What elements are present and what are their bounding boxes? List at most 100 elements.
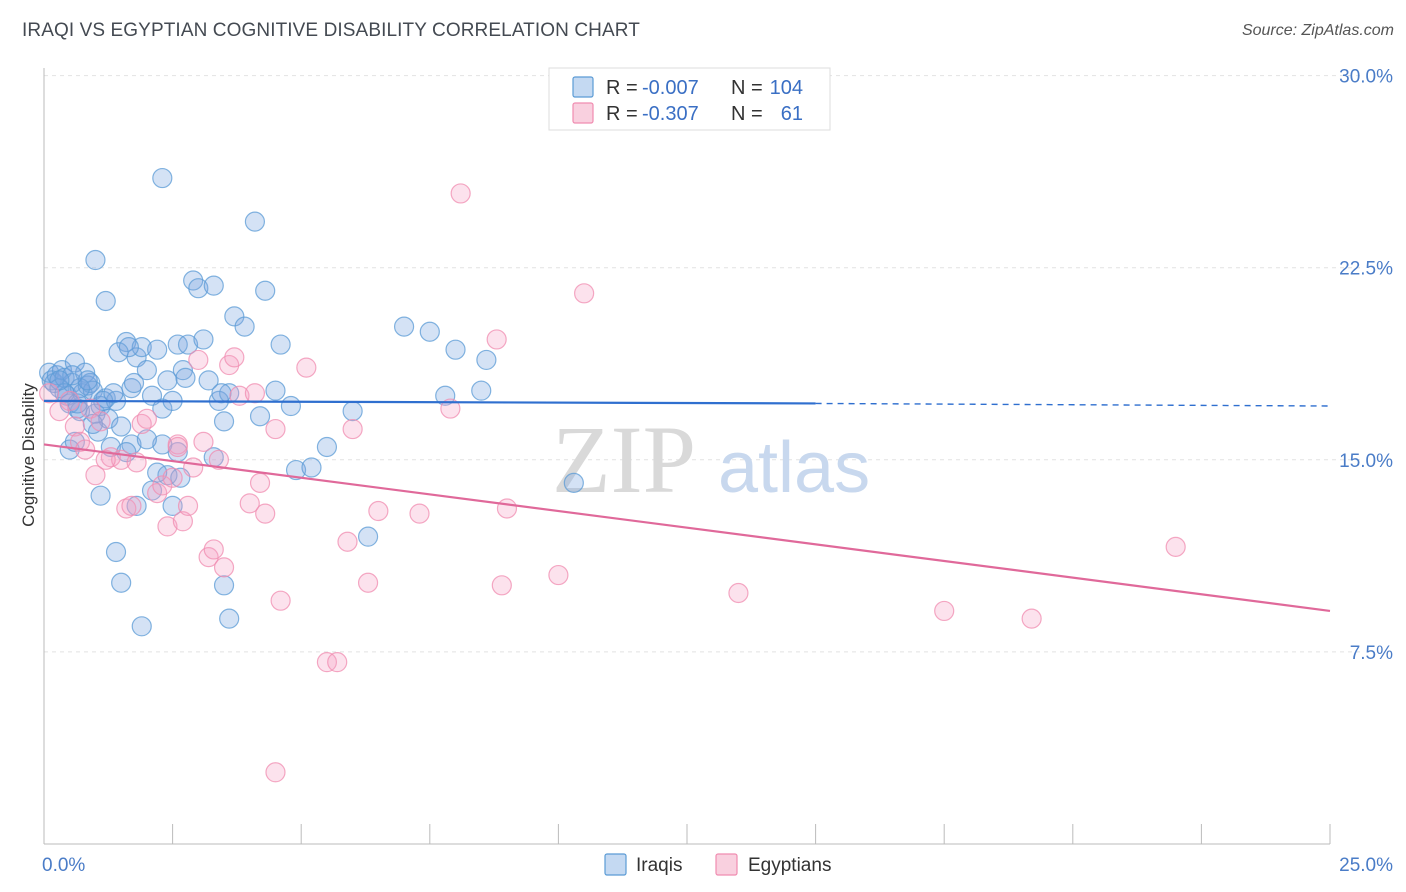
iraqi-point-77	[162, 495, 183, 517]
iraqi-point-58	[301, 457, 322, 478]
iraqi-point-85	[152, 434, 173, 455]
legend-r-label-1: R =	[606, 77, 638, 99]
egyptian-point-15	[136, 408, 157, 429]
x-tick-label-1: 25.0%	[1339, 855, 1393, 876]
egyptian-point-39	[316, 652, 338, 673]
iraqi-point-101	[123, 372, 145, 394]
egyptian-point-12	[121, 495, 142, 517]
egyptian-point-47	[450, 183, 471, 204]
iraqi-point-26	[90, 485, 111, 506]
egyptian-point-25	[193, 431, 214, 452]
egyptian-point-42	[342, 418, 363, 440]
axes	[43, 68, 1331, 845]
egyptian-point-0	[39, 383, 60, 404]
iraqi-point-96	[175, 367, 196, 388]
iraqi-point-94	[77, 370, 98, 391]
egyptian-point-18	[157, 516, 178, 537]
series-swatch-iraqis	[604, 853, 627, 876]
egyptian-point-3	[64, 416, 85, 437]
legend-r-value-1: -0.007	[642, 77, 699, 99]
legend-n-value-2: 61	[781, 103, 803, 125]
iraqi-point-60	[342, 401, 363, 422]
iraqi-point-66	[471, 380, 492, 401]
egyptian-point-59	[167, 436, 188, 458]
watermark-atlas: atlas	[718, 428, 870, 508]
egyptian-point-60	[208, 449, 229, 470]
iraqi-point-51	[234, 316, 255, 337]
iraqi-point-41	[177, 334, 199, 355]
series-legend: Iraqis Egyptians	[604, 853, 831, 876]
egyptian-point-22	[177, 495, 199, 517]
iraqi-trend-extension	[815, 402, 1331, 407]
watermark: ZIP atlas	[552, 406, 870, 513]
iraqi-point-16	[80, 372, 101, 394]
iraqi-point-25	[64, 431, 85, 452]
iraqi-point-91	[108, 342, 129, 363]
egyptian-point-23	[183, 457, 204, 478]
watermark-zip: ZIP	[552, 406, 696, 513]
iraqi-point-59	[316, 436, 338, 458]
iraqi-point-103	[67, 393, 88, 414]
egyptian-point-19	[162, 467, 183, 488]
iraqi-point-75	[131, 616, 152, 637]
legend-r-value-2: -0.307	[642, 103, 699, 125]
egyptian-point-24	[188, 349, 209, 371]
egyptian-point-46	[440, 398, 461, 419]
legend-n-label-2: N =	[731, 103, 763, 125]
iraqi-point-55	[270, 334, 291, 355]
egyptian-point-45	[409, 503, 430, 524]
data-points	[39, 167, 1186, 783]
egyptian-point-44	[368, 500, 389, 522]
egyptian-point-30	[224, 347, 245, 368]
iraqi-point-69	[152, 167, 173, 189]
iraqi-point-62	[393, 316, 415, 337]
iraqi-point-72	[95, 290, 116, 312]
y-tick-labels: 7.5% 15.0% 22.5% 30.0%	[1339, 67, 1393, 664]
egyptian-point-21	[172, 511, 193, 532]
legend-n-value-1: 104	[770, 77, 803, 99]
iraqi-point-57	[285, 459, 307, 481]
y-tick-label-0: 7.5%	[1350, 643, 1393, 664]
egyptian-point-49	[491, 575, 512, 596]
iraqi-point-50	[224, 306, 245, 327]
egyptian-point-48	[486, 329, 507, 350]
x-tick-label-0: 0.0%	[42, 855, 85, 876]
iraqi-point-63	[419, 321, 440, 342]
iraqi-point-14	[75, 362, 96, 383]
egyptian-point-53	[728, 582, 749, 604]
legend-swatch-egyptians	[572, 102, 594, 124]
iraqi-point-61	[357, 526, 379, 547]
egyptian-point-34	[249, 472, 271, 493]
iraqi-point-44	[193, 329, 214, 350]
egyptian-point-11	[116, 498, 137, 519]
y-axis-title: Cognitive Disability	[19, 383, 38, 527]
correlation-legend: R = -0.007 N = 104 R = -0.307 N = 61	[548, 67, 831, 131]
iraqi-point-56	[280, 395, 302, 417]
iraqi-point-100	[62, 365, 83, 386]
y-tick-label-3: 30.0%	[1339, 67, 1393, 88]
iraqi-point-79	[213, 575, 235, 596]
egyptian-point-54	[934, 600, 955, 622]
iraqi-point-67	[476, 349, 497, 371]
egyptian-point-33	[244, 383, 266, 404]
egyptian-point-58	[95, 449, 116, 470]
egyptian-point-40	[327, 652, 348, 673]
iraqi-point-10	[64, 352, 85, 373]
iraqi-point-52	[249, 406, 271, 427]
iraqi-point-64	[435, 385, 456, 406]
egyptian-point-8	[90, 411, 111, 432]
iraqi-trend-line	[43, 399, 816, 405]
iraqi-point-36	[152, 398, 173, 419]
series-swatch-egyptians	[715, 853, 738, 876]
egyptian-point-28	[213, 557, 235, 578]
legend-n-label-1: N =	[731, 77, 763, 99]
trend-lines	[43, 399, 1331, 613]
iraqi-point-48	[213, 411, 235, 432]
legend-r-label-2: R =	[606, 103, 638, 125]
iraqi-point-65	[445, 339, 466, 360]
iraqi-point-0	[39, 362, 60, 383]
legend-swatch-iraqis	[572, 76, 594, 98]
iraqi-point-99	[211, 383, 232, 404]
iraqi-point-39	[167, 334, 188, 355]
